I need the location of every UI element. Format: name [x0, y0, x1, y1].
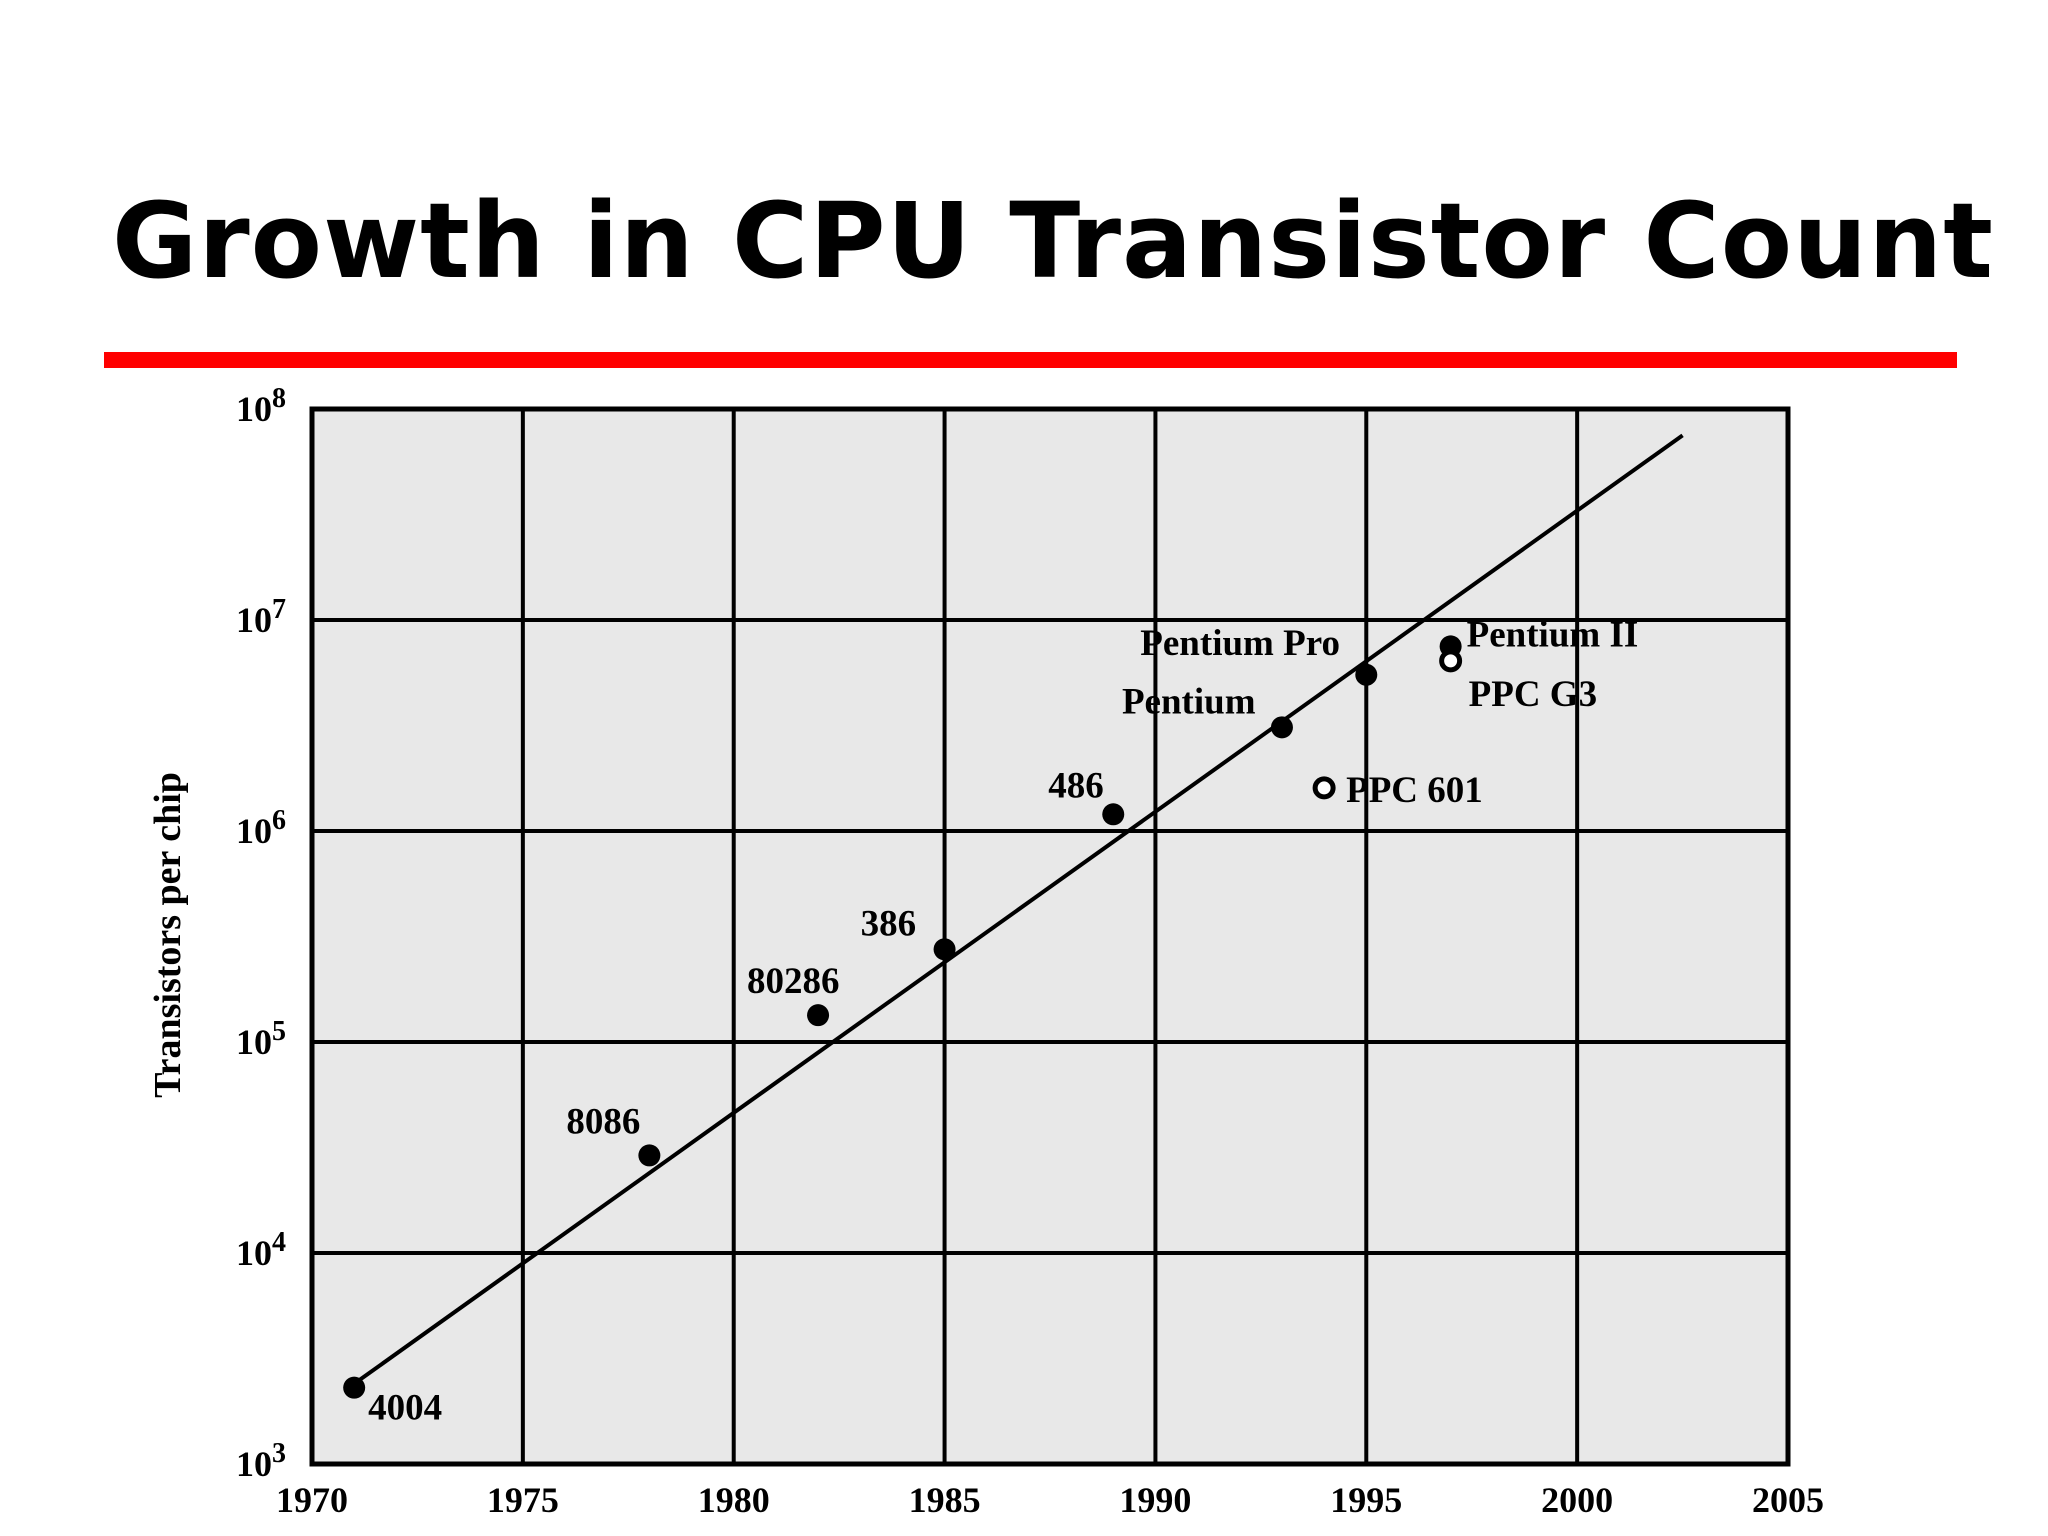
x-tick-label: 1985	[909, 1480, 981, 1520]
trend-line	[353, 433, 1684, 1386]
data-point	[343, 1376, 366, 1399]
y-tick-base: 10	[236, 389, 272, 429]
point-label: 8086	[566, 1101, 640, 1142]
point-label: Pentium	[1122, 681, 1256, 722]
x-tick-label: 2005	[1752, 1480, 1824, 1520]
y-tick-base: 10	[236, 1022, 272, 1062]
data-point	[933, 938, 956, 961]
x-tick-label: 1975	[487, 1480, 559, 1520]
data-point	[1102, 803, 1125, 826]
slide-title: Growth in CPU Transistor Count	[112, 180, 1994, 302]
data-point-open	[1312, 776, 1336, 800]
data-point-open	[1439, 649, 1463, 673]
y-tick-label: 106	[236, 805, 286, 851]
y-tick-base: 10	[236, 600, 272, 640]
data-point	[638, 1144, 661, 1167]
y-tick-label: 108	[236, 383, 286, 429]
y-tick-base: 10	[236, 1444, 272, 1484]
y-tick-exponent: 8	[272, 383, 286, 414]
plot-area	[312, 409, 1788, 1464]
x-tick-label: 1970	[276, 1480, 348, 1520]
x-tick-label: 2000	[1541, 1480, 1613, 1520]
y-tick-base: 10	[236, 1233, 272, 1273]
point-label: Pentium Pro	[1140, 623, 1340, 664]
y-tick-label: 104	[236, 1227, 286, 1273]
x-tick-label: 1995	[1330, 1480, 1402, 1520]
y-tick-label: 107	[236, 594, 286, 640]
point-label: 80286	[747, 961, 840, 1002]
y-tick-exponent: 3	[272, 1438, 286, 1469]
data-point	[807, 1004, 830, 1027]
data-point	[1355, 663, 1378, 686]
y-tick-exponent: 5	[272, 1016, 286, 1047]
y-axis-label: Transistors per chip	[147, 772, 189, 1098]
plot-frame	[309, 406, 1791, 1467]
point-label: Pentium II	[1467, 614, 1639, 655]
y-tick-exponent: 4	[272, 1227, 286, 1258]
y-tick-label: 103	[236, 1438, 286, 1484]
point-label: 486	[1048, 765, 1104, 806]
x-tick-label: 1980	[698, 1480, 770, 1520]
title-rule	[104, 352, 1957, 368]
data-point	[1270, 716, 1293, 739]
point-label: 4004	[368, 1388, 442, 1429]
y-tick-label: 105	[236, 1016, 286, 1062]
x-tick-label: 1990	[1119, 1480, 1191, 1520]
y-tick-base: 10	[236, 811, 272, 851]
point-label: PPC 601	[1346, 770, 1483, 811]
point-label: 386	[861, 903, 917, 944]
y-tick-exponent: 6	[272, 805, 286, 836]
y-tick-exponent: 7	[272, 594, 286, 625]
point-label: PPC G3	[1469, 674, 1597, 715]
